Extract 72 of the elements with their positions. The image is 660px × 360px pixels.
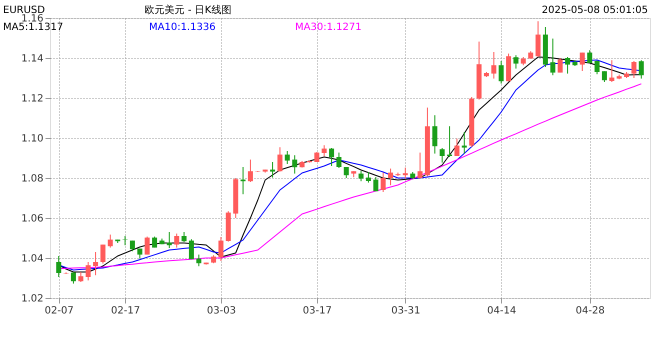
candlestick — [491, 52, 496, 80]
candlestick — [292, 154, 298, 174]
candlestick — [218, 236, 224, 262]
candlestick — [70, 272, 76, 284]
candlestick — [336, 152, 342, 168]
candlestick — [565, 56, 570, 74]
candlestick — [638, 60, 644, 80]
candlestick — [580, 52, 585, 72]
x-tick-label: 03-31 — [391, 306, 420, 316]
text: MA30:1.1271 — [295, 22, 362, 33]
candlestick — [122, 236, 128, 246]
candlestick — [108, 234, 113, 248]
y-tick-label: 1.14 — [21, 54, 44, 64]
y-tick-label: 1.02 — [21, 294, 44, 304]
candlestick — [93, 252, 98, 276]
candlestick — [447, 126, 452, 158]
candlestick — [166, 232, 172, 248]
candlestick — [602, 70, 607, 82]
x-tick-label: 03-03 — [206, 306, 236, 316]
candlestick — [270, 162, 276, 178]
candlestick — [550, 38, 556, 76]
candlestick — [240, 166, 246, 195]
y-tick-label: 1.12 — [21, 94, 44, 104]
text: MA5:1.1317 — [3, 22, 64, 33]
y-tick-label: 1.08 — [21, 174, 44, 184]
candlestick — [86, 262, 91, 281]
candlestick — [402, 167, 408, 180]
y-tick-label: 1.10 — [21, 134, 44, 144]
candlestick — [418, 152, 423, 180]
candlestick — [137, 248, 142, 260]
x-tick-label: 04-28 — [576, 306, 605, 316]
candlestick — [498, 60, 504, 84]
candlestick — [587, 50, 592, 64]
candlestick — [513, 54, 518, 70]
candlestick — [388, 168, 394, 186]
candlestick — [174, 233, 180, 248]
candlestick — [631, 60, 636, 78]
candlestick — [594, 60, 600, 75]
text: MA10:1.1336 — [149, 22, 216, 33]
candlestick — [130, 240, 135, 252]
candlestick — [558, 58, 563, 74]
candlestick — [100, 244, 106, 264]
x-tick-label: 04-14 — [487, 306, 516, 316]
y-tick-label: 1.04 — [21, 254, 44, 264]
candlestick — [329, 148, 334, 166]
candlestick — [440, 148, 445, 164]
y-tick-label: 1.06 — [21, 214, 44, 224]
candlestick — [462, 132, 467, 154]
chart-title: 欧元美元 - 日K线图 — [144, 4, 232, 16]
candlestick — [277, 146, 282, 172]
candlestick — [78, 272, 84, 282]
candlestick — [454, 138, 460, 156]
x-tick-label: 03-17 — [302, 306, 332, 316]
candlestick — [380, 172, 386, 192]
text: 2025-05-08 05:01:05 — [542, 5, 648, 16]
x-tick-label: 02-07 — [44, 306, 74, 316]
x-tick-label: 02-17 — [111, 306, 140, 316]
candlestick — [536, 20, 541, 58]
candlestick — [432, 114, 438, 154]
candlestick — [182, 232, 187, 242]
candlestick — [358, 170, 364, 182]
candlestick — [373, 176, 378, 192]
candlestick — [248, 159, 253, 182]
candlestick — [366, 172, 371, 184]
candlestick — [188, 238, 194, 260]
candlestick — [344, 166, 349, 178]
candlestick — [284, 150, 290, 164]
candlestick — [144, 236, 150, 256]
candlestick — [322, 144, 327, 157]
candlestick — [56, 256, 62, 278]
candlestick — [196, 254, 202, 267]
candlestick — [609, 60, 614, 82]
